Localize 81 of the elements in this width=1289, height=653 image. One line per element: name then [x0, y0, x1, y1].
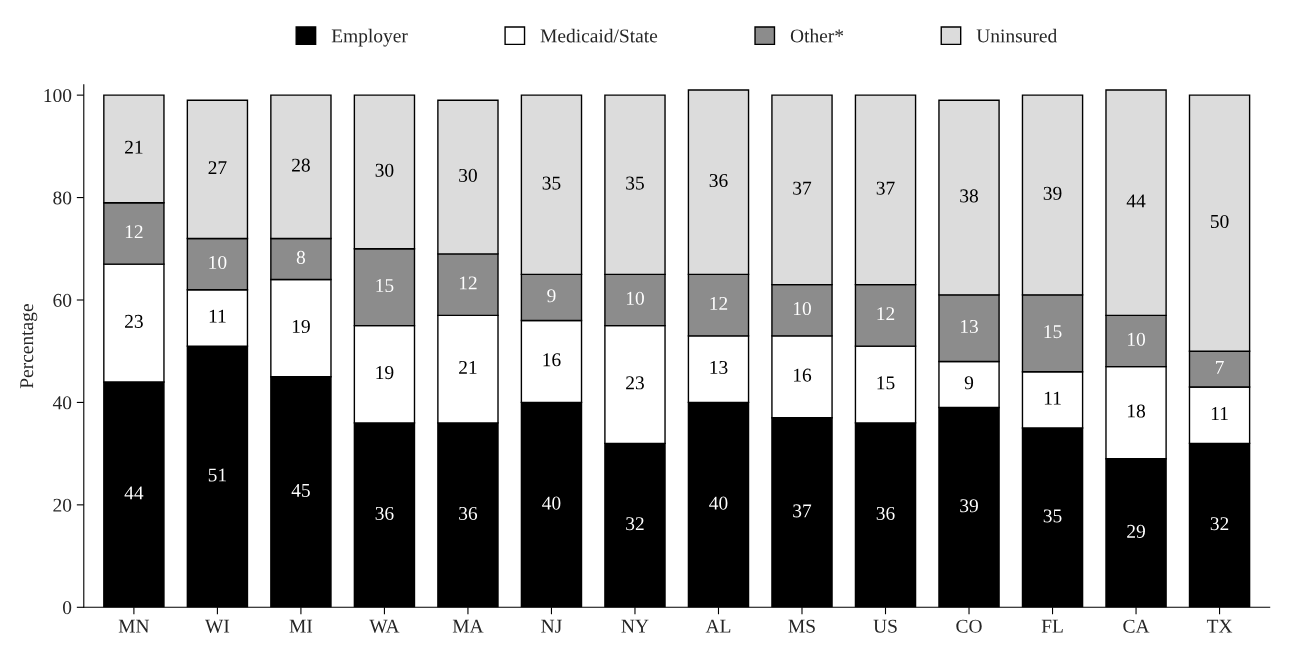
x-tick-label: AL: [705, 619, 731, 633]
data-label: 10: [209, 255, 227, 270]
data-label: 18: [1128, 404, 1146, 418]
data-label: 12: [710, 296, 728, 310]
x-tick-label: TX: [1206, 619, 1233, 633]
data-label: 39: [1043, 186, 1062, 200]
data-label: 11: [209, 309, 226, 323]
x-tick-label: MA: [452, 619, 484, 633]
data-label: 11: [1211, 407, 1228, 420]
y-tick-label: 80: [53, 191, 72, 205]
data-label: 36: [709, 174, 728, 188]
data-label: 35: [1043, 509, 1062, 523]
data-label: 13: [710, 360, 728, 374]
data-label: 44: [124, 486, 144, 500]
x-tick-label: WI: [205, 619, 230, 633]
data-label: 30: [375, 163, 394, 177]
data-label: 19: [376, 366, 394, 380]
data-label: 8: [296, 250, 306, 264]
x-tick-label: WA: [369, 619, 400, 633]
data-label: 35: [542, 176, 561, 190]
data-label: 10: [793, 301, 811, 316]
data-label: 12: [877, 307, 895, 321]
legend-label: Other*: [790, 28, 844, 43]
data-label: 15: [376, 279, 394, 293]
data-label: 40: [709, 496, 728, 510]
data-label: 12: [125, 225, 143, 239]
data-label: 29: [1127, 524, 1145, 538]
data-label: 44: [1126, 194, 1146, 208]
data-label: 37: [793, 181, 812, 195]
x-tick-label: MS: [788, 619, 815, 633]
y-tick-label: 20: [53, 498, 72, 512]
data-label: 36: [459, 506, 478, 520]
data-label: 16: [543, 353, 561, 367]
y-tick-label: 60: [53, 293, 72, 307]
data-label: 28: [292, 158, 310, 172]
legend-label: Medicaid/State: [540, 28, 658, 43]
data-label: 12: [459, 276, 477, 290]
x-tick-label: CO: [956, 619, 982, 633]
data-label: 35: [626, 176, 644, 190]
data-label: 30: [459, 168, 477, 182]
data-label: 23: [125, 314, 143, 328]
data-label: 50: [1210, 214, 1229, 229]
legend-label: Employer: [331, 28, 408, 47]
data-label: 23: [626, 376, 644, 390]
data-label: 38: [960, 189, 978, 203]
data-label: 10: [1128, 332, 1146, 346]
data-label: 37: [793, 504, 812, 518]
data-label: 32: [626, 517, 644, 531]
data-label: 39: [960, 499, 978, 513]
y-tick-label: 40: [52, 396, 72, 410]
data-label: 36: [876, 506, 895, 520]
data-label: 7: [1215, 361, 1224, 374]
legend-label: Uninsured: [976, 28, 1058, 43]
data-label: 21: [125, 140, 143, 154]
x-tick-label: NY: [621, 619, 649, 633]
x-tick-label: CA: [1123, 619, 1150, 633]
y-axis-title: Percentage: [20, 304, 38, 389]
data-label: 27: [208, 161, 227, 175]
data-label: 21: [459, 360, 477, 374]
data-label: 45: [291, 483, 310, 497]
y-tick-label: 0: [63, 601, 72, 615]
data-label: 10: [626, 291, 644, 305]
data-label: 16: [793, 368, 812, 382]
data-label: 36: [375, 506, 394, 520]
data-label: 9: [964, 376, 974, 390]
data-label: 19: [292, 319, 310, 334]
data-label: 15: [1044, 325, 1062, 339]
x-tick-label: MI: [289, 619, 313, 633]
data-label: 9: [547, 289, 556, 303]
data-label: 40: [542, 496, 561, 510]
x-tick-label: NJ: [541, 619, 562, 633]
data-label: 15: [877, 376, 895, 390]
y-tick-label: 100: [44, 88, 72, 103]
x-tick-label: MN: [118, 619, 150, 633]
data-label: 11: [1044, 391, 1061, 405]
data-label: 37: [876, 181, 895, 195]
data-label: 13: [961, 319, 978, 334]
x-tick-label: US: [873, 619, 897, 633]
data-label: 32: [1210, 517, 1229, 531]
x-tick-label: FL: [1041, 619, 1063, 633]
data-label: 51: [208, 468, 226, 482]
